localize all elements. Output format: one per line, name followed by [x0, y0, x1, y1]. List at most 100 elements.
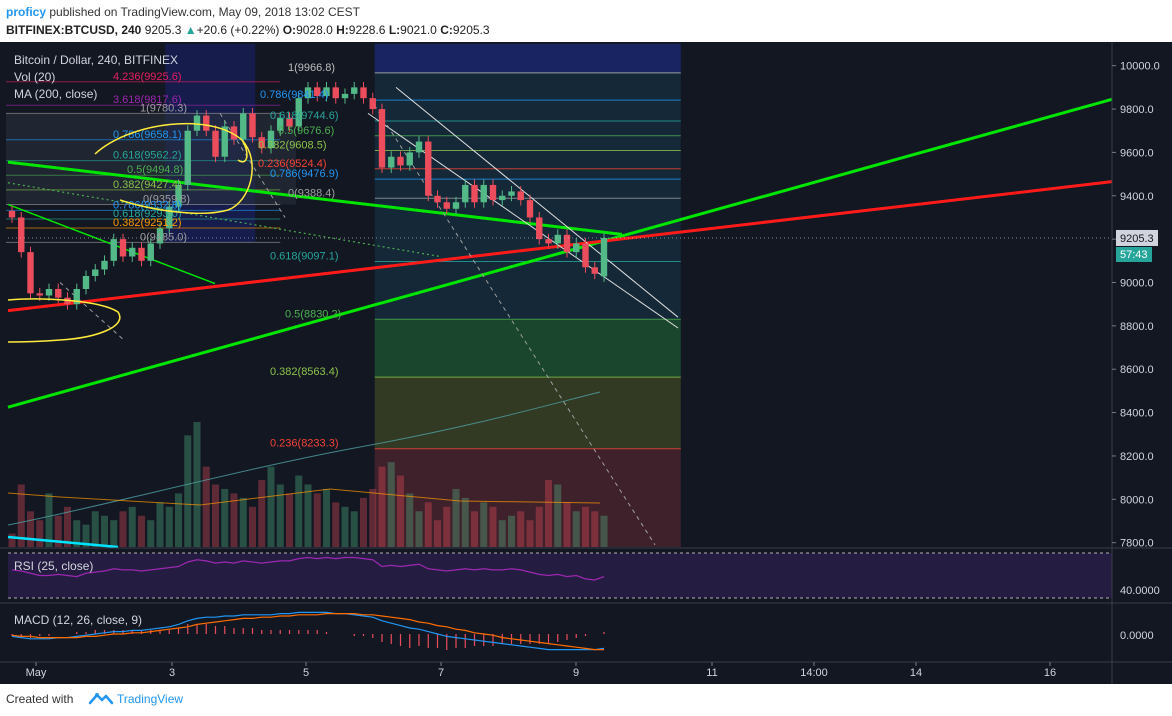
x-tick-label: 7 [438, 667, 444, 679]
candle-body [36, 293, 43, 296]
publish-header: proficy published on TradingView.com, Ma… [0, 0, 1172, 42]
fib-right-label: 0.618(9744.6) [270, 110, 339, 122]
footer: Created with TradingView [0, 684, 1172, 716]
volume-bar [119, 511, 127, 547]
volume-bar [295, 475, 303, 547]
channel-line-upper [395, 86, 679, 318]
candle-body [351, 87, 358, 94]
fib-right-label: 0(9388.4) [288, 187, 335, 199]
volume-bar [415, 511, 423, 547]
fib-labels: 1(9966.8) 0.786(9841.4) 0.618(9744.6) 0.5(9… [113, 62, 341, 450]
candle-body [304, 87, 312, 99]
candle-body [175, 184, 182, 207]
vol-avg-line [7, 488, 601, 506]
candle-body [147, 243, 154, 261]
volume-bar [36, 520, 44, 547]
legend-title: Bitcoin / Dollar, 240, BITFINEX [14, 53, 178, 67]
volume-bar [101, 515, 108, 547]
candle-body [8, 210, 16, 218]
y-tick-label: 8000.0 [1120, 494, 1154, 506]
volume-bar [517, 511, 525, 547]
tradingview-logo-icon[interactable] [88, 691, 114, 707]
volume-bar [443, 506, 451, 547]
x-tick-label: 11 [706, 667, 717, 679]
fib-left-label: 0.5(9494.8) [127, 164, 183, 176]
y-tick-label: 9000.0 [1120, 277, 1154, 289]
fib-left-label: 0.618(9562.2) [113, 150, 182, 162]
fib-left-label: 0.382(9427.4) [113, 179, 182, 191]
created-with-text: Created with [6, 692, 74, 706]
candle-body [406, 152, 413, 166]
rsi-label: RSI (25, close) [14, 559, 93, 573]
candle-body [545, 239, 552, 244]
fib-right-label: 0.236(9524.4) [258, 158, 327, 170]
highlight-curve-upper [94, 122, 253, 215]
volume-bar [508, 515, 515, 547]
candle-body [480, 184, 487, 203]
candle-body [314, 87, 321, 97]
rsi-pane [0, 552, 1172, 604]
projection-line-left [59, 282, 126, 342]
volume-bar [360, 497, 367, 547]
y-tick-label: 8600.0 [1120, 364, 1154, 376]
vol-ma-line [7, 391, 601, 526]
legend-vol: Vol (20) [14, 70, 55, 84]
candle-body [27, 252, 34, 294]
candle-body [82, 275, 90, 289]
candle-body [397, 156, 404, 166]
candle-body [573, 243, 580, 253]
candle-body [415, 141, 423, 153]
candle-body [471, 184, 478, 203]
candle-body [119, 239, 127, 257]
volume-bar [193, 422, 201, 547]
candle-body [517, 191, 524, 201]
candle-body [563, 234, 571, 253]
candle-body [240, 113, 247, 140]
symbol-name: BITFINEX:BTCUSD, 240 [6, 23, 142, 37]
up-arrow-icon: ▲ [184, 23, 197, 37]
fib-right-label: 0.5(9676.6) [278, 125, 334, 137]
highlight-shapes [7, 122, 253, 343]
candle-body [277, 117, 284, 131]
volume-bar [480, 502, 488, 547]
candle-body [203, 115, 210, 131]
volume-bar [304, 484, 312, 547]
publish-line: proficy published on TradingView.com, Ma… [6, 5, 360, 19]
chart-area[interactable]: 1(9966.8) 0.786(9841.4) 0.618(9744.6) 0.5(9… [0, 42, 1172, 684]
volume-bar [554, 484, 562, 547]
candle-body [536, 217, 543, 240]
candle-body [230, 126, 238, 140]
macd-label: MACD (12, 26, close, 9) [14, 613, 142, 627]
candle-body [184, 130, 191, 185]
legend-ma: MA (200, close) [14, 87, 97, 101]
fib-green-zone [374, 319, 681, 378]
volume-bar [128, 506, 136, 547]
author-link[interactable]: proficy [6, 5, 47, 19]
volume-bar [378, 466, 386, 547]
volume-bar [563, 502, 571, 547]
fib-left-label: 1(9780.3) [140, 102, 187, 114]
time-badge: 57:43 [1120, 249, 1148, 261]
x-tick-label: 14 [910, 667, 922, 679]
close-label: C: [440, 23, 453, 37]
volume-bar [27, 511, 34, 547]
tradingview-brand[interactable]: TradingView [117, 692, 184, 706]
volume-bar [276, 484, 284, 547]
symbol-price: 9205.3 [144, 23, 182, 37]
volume-bar [498, 520, 506, 547]
volume-bar [332, 502, 340, 547]
volume-bar [110, 520, 118, 547]
volume-bar [8, 533, 16, 547]
fib-right-label: 0.5(8830.2) [285, 308, 341, 320]
price-badge: 9205.3 [1120, 233, 1154, 245]
volume-bar [535, 506, 543, 547]
volume-bar [138, 515, 145, 547]
volume-bar [350, 511, 358, 547]
fib-right-label: 0.236(8233.3) [270, 438, 339, 450]
y-tick-label: 8400.0 [1120, 408, 1154, 420]
fib-left-label: 0.786(9658.1) [113, 129, 182, 141]
chart-svg[interactable]: 1(9966.8) 0.786(9841.4) 0.618(9744.6) 0.5(9… [0, 42, 1172, 684]
candle-body [591, 267, 598, 274]
fib-zones [6, 44, 681, 547]
fib-right-label: 0.382(8563.4) [270, 366, 339, 378]
